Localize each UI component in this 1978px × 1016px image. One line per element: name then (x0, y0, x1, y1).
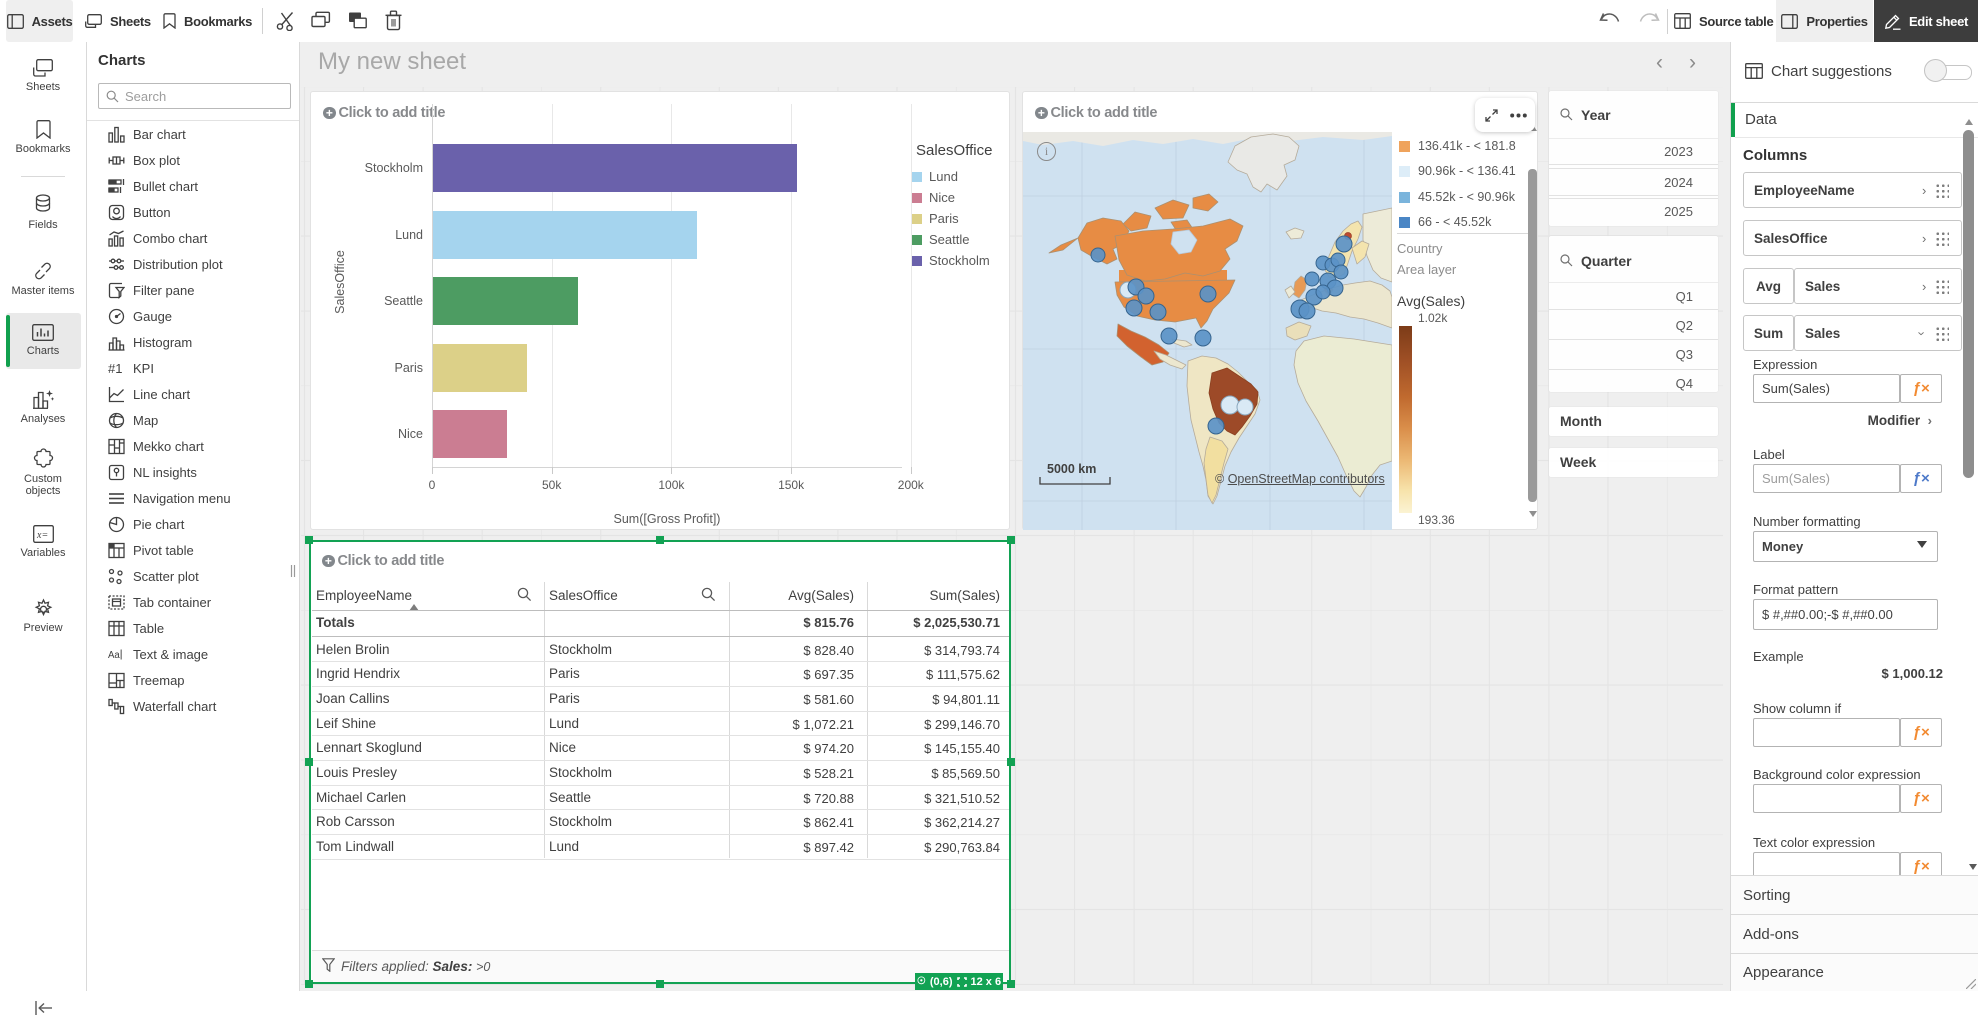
svg-text:x=: x= (36, 530, 48, 541)
svg-text:#1: #1 (108, 361, 122, 376)
svg-text:Aa: Aa (108, 649, 120, 660)
